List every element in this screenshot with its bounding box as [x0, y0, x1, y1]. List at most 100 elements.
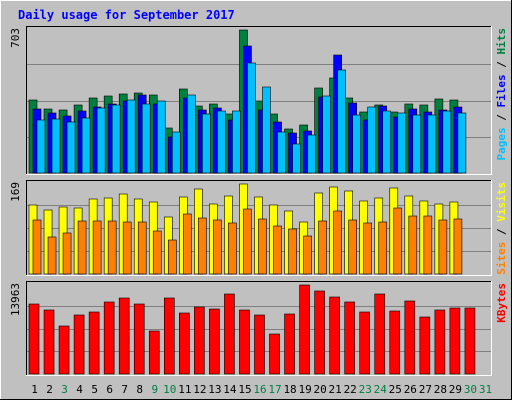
bar-pages [156, 100, 166, 174]
panel-1: 703 Pages / Files / Hits [9, 26, 508, 175]
bar-kbytes [239, 309, 250, 375]
bar-kbytes [284, 313, 295, 375]
bar-kbytes [344, 301, 355, 375]
bar-sites [167, 239, 177, 275]
x-tick-label: 26 [404, 383, 417, 396]
legend-part: Pages [495, 127, 508, 160]
x-tick-label: 30 [464, 383, 477, 396]
bar-sites [137, 221, 147, 275]
bar-kbytes [254, 314, 265, 375]
bar-pages [81, 117, 91, 174]
bar-pages [412, 114, 422, 174]
bar-pages [427, 114, 437, 174]
bar-kbytes [163, 297, 175, 375]
bar-pages [337, 69, 346, 174]
bar-sites [453, 218, 463, 275]
bar-sites [243, 208, 252, 275]
legend-part: Visits [495, 182, 508, 222]
bar-sites [32, 219, 42, 275]
bar-kbytes [374, 293, 386, 375]
x-tick-label: 5 [91, 383, 98, 396]
bar-pages [96, 107, 106, 174]
bar-kbytes [359, 311, 371, 375]
bar-pages [292, 143, 301, 174]
bar-sites [288, 228, 297, 275]
bar-kbytes [43, 309, 55, 375]
bar-kbytes [103, 301, 115, 375]
bar-pages [307, 134, 316, 174]
bar-pages [202, 113, 211, 174]
bar-sites [183, 213, 192, 275]
legend-part: / [495, 222, 508, 242]
bar-kbytes [88, 311, 100, 375]
bar-kbytes [194, 306, 205, 375]
bar-sites [408, 215, 418, 275]
x-tick-label: 22 [344, 383, 357, 396]
bar-sites [228, 222, 237, 275]
bar-kbytes [179, 312, 190, 375]
bar-kbytes [449, 307, 461, 375]
bar-pages [457, 112, 467, 174]
y-max-label: 169 [9, 182, 22, 202]
series-sites [32, 207, 463, 275]
bar-pages [397, 112, 407, 174]
x-tick-label: 16 [253, 383, 266, 396]
bar-kbytes [464, 307, 476, 375]
bar-kbytes [209, 308, 220, 375]
bar-kbytes [404, 300, 416, 375]
bar-kbytes [314, 290, 325, 375]
x-tick-label: 1 [31, 383, 38, 396]
x-tick-label: 12 [193, 383, 206, 396]
bar-pages [322, 95, 331, 174]
x-tick-label: 21 [329, 383, 342, 396]
bar-sites [303, 235, 312, 275]
x-tick-label: 3 [61, 383, 68, 396]
legend-part: / [495, 108, 508, 128]
series-legend-label: Sites / Visits [495, 182, 508, 275]
bar-sites [348, 219, 357, 275]
bar-sites [47, 236, 57, 275]
chart-panels: 703 Pages / Files / Hits 169 Sites / Visits… [9, 26, 508, 376]
x-tick-label: 31 [479, 383, 492, 396]
legend-part: KBytes [495, 283, 508, 323]
x-tick-label: 2 [46, 383, 53, 396]
legend-part: Hits [495, 28, 508, 55]
panel-2: 169 Sites / Visits [9, 180, 508, 276]
x-tick-label: 19 [298, 383, 311, 396]
x-tick-label: 9 [151, 383, 158, 396]
bar-pages [217, 110, 226, 174]
bar-sites [363, 222, 373, 275]
bar-kbytes [224, 293, 235, 375]
bar-kbytes [269, 333, 280, 375]
bar-sites [213, 219, 222, 275]
bar-kbytes [299, 284, 310, 375]
bar-sites [122, 221, 132, 275]
bar-kbytes [148, 330, 160, 375]
bar-pages [36, 119, 46, 174]
bar-kbytes [118, 297, 130, 375]
x-tick-label: 27 [419, 383, 432, 396]
bar-kbytes [329, 296, 340, 375]
bar-sites [318, 220, 327, 275]
bar-sites [423, 215, 433, 275]
bar-pages [66, 121, 76, 174]
bar-sites [438, 219, 448, 275]
bar-pages [171, 131, 181, 174]
x-tick-label: 29 [449, 383, 462, 396]
series-kbytes [28, 284, 476, 375]
bar-pages [141, 103, 151, 174]
x-tick-label: 10 [163, 383, 176, 396]
bar-pages [277, 131, 286, 174]
x-tick-label: 28 [434, 383, 447, 396]
x-tick-label: 23 [359, 383, 372, 396]
bar-kbytes [389, 310, 401, 375]
bar-pages [126, 99, 136, 174]
bar-pages [247, 62, 256, 174]
bar-sites [258, 218, 267, 275]
x-tick-label: 7 [121, 383, 128, 396]
bar-sites [62, 232, 72, 275]
x-axis-tick-labels: 1 2 3 4 5 6 7 8 9 10 11 12 13 14 15 16 17 18 19 20 21 22 23 24 2… [31, 383, 492, 396]
series-pages [36, 62, 467, 174]
bar-sites [393, 207, 403, 275]
